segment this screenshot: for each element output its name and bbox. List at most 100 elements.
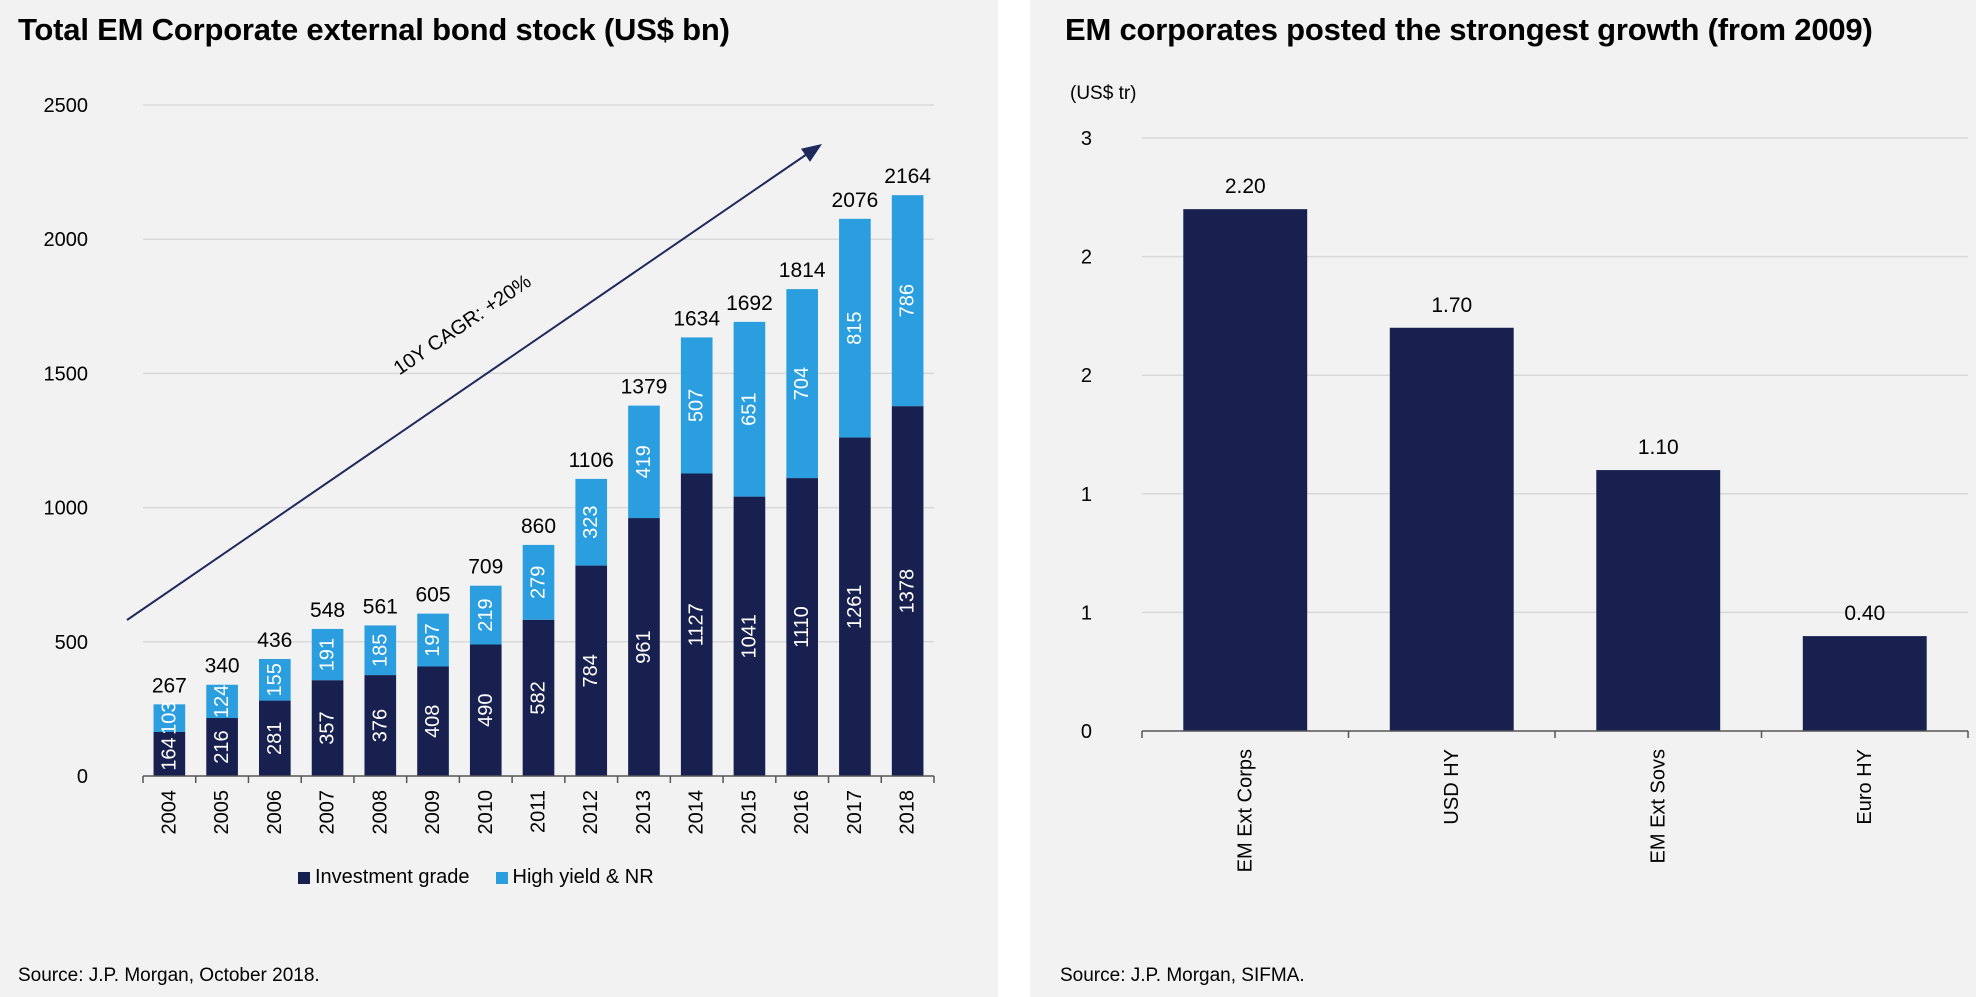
x-tick-label: 2012 — [580, 790, 602, 835]
segment-label-high-yield: 704 — [791, 367, 813, 400]
bar-high-yield — [786, 289, 818, 479]
bar-high-yield — [364, 625, 397, 676]
bar-high-yield — [575, 478, 608, 566]
bar-high-yield — [259, 658, 291, 701]
bar-high-yield — [417, 613, 449, 667]
bar-investment-grade — [733, 496, 766, 776]
left-chart-title: Total EM Corporate external bond stock (… — [18, 12, 730, 47]
bar-investment-grade — [364, 675, 397, 776]
x-tick-label: USD HY — [1441, 749, 1463, 825]
x-tick-label: 2015 — [738, 790, 760, 835]
y-tick-label: 2 — [1081, 365, 1092, 387]
bar-chart: 0 1 1 2 2 3 2.20 EM Ext Corps 1.70 USD HY 1.10 EM E… — [1081, 128, 1969, 872]
bar-investment-grade — [469, 644, 502, 776]
segment-label-high-yield: 786 — [897, 284, 919, 317]
legend-label: Investment grade — [315, 866, 470, 888]
total-label: 1634 — [673, 307, 720, 330]
segment-label-investment-grade: 1378 — [897, 569, 919, 614]
cagr-arrow-line — [126, 151, 811, 621]
segment-label-investment-grade: 1127 — [686, 603, 708, 646]
total-label: 2164 — [884, 165, 931, 188]
segment-label-high-yield: 419 — [633, 445, 655, 478]
bar-investment-grade — [417, 666, 449, 776]
x-tick-label: 2011 — [528, 790, 550, 833]
x-tick-label: 2004 — [158, 790, 180, 835]
segment-label-investment-grade: 164 — [158, 737, 180, 770]
bar-investment-grade — [259, 700, 291, 776]
segment-label-high-yield: 219 — [475, 598, 497, 631]
data-label: 2.20 — [1225, 175, 1266, 198]
y-tick-label: 1000 — [44, 498, 89, 520]
right-chart-panel: EM corporates posted the strongest growt… — [1030, 0, 1976, 997]
bar-investment-grade — [891, 406, 924, 776]
legend: Investment grade High yield & NR — [298, 866, 654, 889]
segment-label-investment-grade: 376 — [369, 709, 391, 742]
segment-label-high-yield: 815 — [844, 311, 866, 344]
y-tick-label: 500 — [55, 632, 88, 654]
segment-label-investment-grade: 490 — [475, 694, 497, 727]
x-tick-label: 2013 — [633, 790, 655, 835]
segment-label-investment-grade: 961 — [633, 630, 655, 663]
total-label: 436 — [257, 629, 292, 652]
segment-label-high-yield: 103 — [158, 701, 180, 734]
bar-investment-grade — [680, 473, 713, 776]
bar-high-yield — [522, 544, 555, 620]
total-label: 267 — [152, 674, 187, 697]
x-tick-label: 2017 — [844, 790, 866, 835]
y-tick-label: 1500 — [44, 363, 89, 385]
total-label: 548 — [310, 599, 345, 622]
segment-label-high-yield: 191 — [317, 638, 339, 671]
right-source-note: Source: J.P. Morgan, SIFMA. — [1060, 965, 1305, 986]
bar-investment-grade — [311, 680, 344, 776]
segment-label-investment-grade: 408 — [422, 705, 444, 738]
y-unit-label: (US$ tr) — [1070, 83, 1137, 104]
x-tick-label: 2006 — [264, 790, 286, 835]
bar-investment-grade — [206, 718, 238, 776]
bar-high-yield — [891, 195, 924, 407]
y-tick-label: 0 — [77, 766, 88, 788]
bar-investment-grade — [153, 731, 186, 776]
data-label: 0.40 — [1844, 602, 1885, 625]
data-label: 1.10 — [1638, 436, 1679, 459]
bar-investment-grade — [628, 518, 660, 776]
segment-label-high-yield: 185 — [369, 634, 391, 667]
total-label: 860 — [521, 515, 556, 538]
total-label: 2076 — [832, 189, 879, 212]
x-tick-label: 2010 — [475, 790, 497, 835]
bar — [1389, 327, 1514, 731]
total-label: 709 — [468, 556, 503, 579]
y-tick-label: 2 — [1081, 247, 1092, 269]
legend-label: High yield & NR — [512, 866, 654, 888]
bar-investment-grade — [575, 565, 608, 776]
total-label: 1379 — [621, 376, 668, 399]
y-tick-label: 1 — [1081, 602, 1092, 624]
bar-high-yield — [839, 218, 871, 438]
data-label: 1.70 — [1431, 294, 1472, 317]
total-label: 1692 — [726, 292, 773, 315]
legend-item-investment-grade: Investment grade — [298, 866, 470, 889]
x-tick-label: 2014 — [686, 790, 708, 835]
bar-high-yield — [311, 628, 344, 681]
y-tick-label: 3 — [1081, 128, 1092, 150]
right-chart-title: EM corporates posted the strongest growt… — [1065, 12, 1873, 47]
segment-label-high-yield: 507 — [686, 389, 708, 422]
bar-high-yield — [680, 337, 713, 474]
total-label: 605 — [416, 584, 451, 607]
x-tick-label: 2008 — [369, 790, 391, 835]
left-chart-panel: Total EM Corporate external bond stock (… — [0, 0, 998, 997]
total-label: 1814 — [779, 259, 826, 282]
bar-investment-grade — [786, 478, 818, 776]
x-tick-label: 2009 — [422, 790, 444, 835]
bar-high-yield — [733, 321, 766, 497]
stacked-bar-chart: 0 500 1000 1500 2000 2500 164 103 267 2004 216 124 3… — [44, 95, 935, 835]
total-label: 561 — [363, 595, 398, 618]
bar — [1183, 209, 1308, 731]
segment-label-investment-grade: 582 — [528, 681, 550, 714]
bar — [1596, 470, 1721, 731]
y-tick-label: 2500 — [44, 95, 89, 117]
x-tick-label: 2018 — [897, 790, 919, 835]
segment-label-investment-grade: 1110 — [791, 606, 813, 648]
segment-label-high-yield: 279 — [528, 566, 550, 599]
segment-label-investment-grade: 281 — [264, 722, 286, 755]
segment-label-investment-grade: 357 — [317, 711, 339, 744]
